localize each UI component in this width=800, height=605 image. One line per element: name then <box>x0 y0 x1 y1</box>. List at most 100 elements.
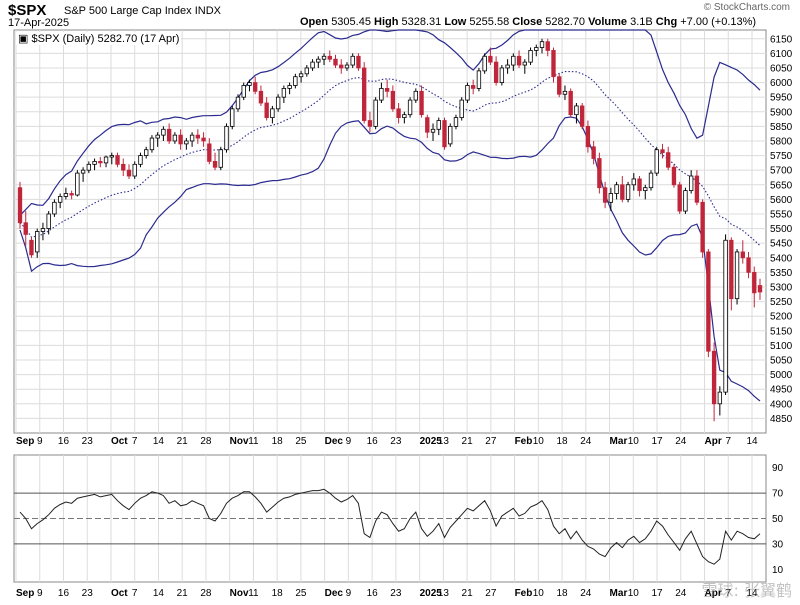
candle-body <box>694 175 700 203</box>
rsi-line <box>19 488 761 565</box>
x-tick-label: 14 <box>746 436 758 447</box>
candle-body <box>407 99 413 116</box>
candle-body <box>350 55 355 66</box>
rsi-x-tick-label: 7 <box>132 588 138 599</box>
candle-body <box>419 90 424 116</box>
x-tick-label: 16 <box>58 436 70 447</box>
candle-body <box>46 213 51 229</box>
candle-body <box>356 55 361 69</box>
candle-body <box>80 169 86 174</box>
candle-body <box>620 184 625 200</box>
price-tick-label: 5600 <box>770 195 793 206</box>
x-tick-label: 23 <box>390 436 402 447</box>
candle-body <box>126 169 132 177</box>
rsi-x-tick-label: 23 <box>390 588 402 599</box>
candle-body <box>534 47 539 51</box>
price-tick-label: 6050 <box>770 63 793 74</box>
x-tick-label: 2025 <box>420 436 443 447</box>
candle-body <box>327 55 332 60</box>
candle-body <box>522 61 527 66</box>
rsi-x-tick-label: 23 <box>82 588 94 599</box>
price-tick-label: 5350 <box>770 268 793 279</box>
x-tick-label: 21 <box>462 436 474 447</box>
x-tick-label: 24 <box>580 436 592 447</box>
candle-body <box>608 193 614 203</box>
chart-legend: ▣ $SPX (Daily) 5282.70 (17 Apr) <box>16 32 182 45</box>
candle-body <box>316 58 321 63</box>
candle-body <box>253 82 258 92</box>
candle-body <box>579 105 585 127</box>
volume-label: Volume <box>588 16 628 28</box>
candle-body <box>29 239 34 256</box>
rsi-x-tick-label: 14 <box>746 588 758 599</box>
candle-body <box>172 134 178 142</box>
candle-body <box>557 76 562 95</box>
candle-body <box>602 187 608 203</box>
candle-body <box>287 85 292 89</box>
price-tick-label: 5200 <box>770 312 793 323</box>
brand-label: © StockCharts.com <box>703 2 790 13</box>
high-value: 5328.31 <box>401 16 442 28</box>
rsi-x-tick-label: 9 <box>346 588 352 599</box>
rsi-x-tick-label: 27 <box>485 588 497 599</box>
change-value: +7.00 (+0.13%) <box>680 16 757 28</box>
price-tick-label: 6100 <box>770 49 793 60</box>
candle-body <box>562 90 568 95</box>
candle-body <box>677 184 682 212</box>
open-label: Open <box>300 16 329 28</box>
price-tick-label: 5800 <box>770 136 793 147</box>
candle-body <box>155 134 160 139</box>
candle-body <box>585 125 591 148</box>
candle-body <box>298 73 304 78</box>
candle-body <box>625 184 631 200</box>
x-tick-label: 28 <box>200 436 212 447</box>
candle-body <box>230 108 235 127</box>
candle-body <box>396 108 401 119</box>
candle-body <box>17 187 23 224</box>
candle-body <box>384 88 390 92</box>
rsi-x-tick-label: 18 <box>272 588 284 599</box>
candle-body <box>614 184 619 194</box>
x-tick-label: 9 <box>37 436 43 447</box>
rsi-x-tick-label: 25 <box>295 588 307 599</box>
candle-body <box>161 128 166 136</box>
rsi-x-tick-label: 14 <box>153 588 165 599</box>
price-tick-label: 6000 <box>770 78 793 89</box>
candle-body <box>436 120 441 130</box>
candle-body <box>631 178 636 186</box>
price-tick-label: 6150 <box>770 34 793 45</box>
price-tick-label: 4950 <box>770 385 793 396</box>
price-tick-label: 5950 <box>770 93 793 104</box>
x-tick-label: Sep <box>16 436 34 447</box>
rsi-x-tick-label: Dec <box>325 588 344 599</box>
candle-body <box>482 55 487 72</box>
candle-body <box>574 105 579 116</box>
candle-body <box>505 64 510 69</box>
candle-body <box>516 55 522 66</box>
candle-body <box>700 201 705 253</box>
x-tick-label: 11 <box>248 436 259 447</box>
close-value: 5282.70 <box>545 16 586 28</box>
price-tick-label: 5700 <box>770 166 793 177</box>
candle-body <box>373 99 378 127</box>
price-tick-label: 5750 <box>770 151 793 162</box>
price-tick-label: 5500 <box>770 224 793 235</box>
high-label: High <box>374 16 399 28</box>
rsi-x-tick-label: 18 <box>557 588 569 599</box>
chart-header: $SPX S&P 500 Large Cap Index INDX 17-Apr… <box>0 0 800 30</box>
candle-body <box>344 64 350 69</box>
candle-body <box>304 67 309 75</box>
candle-body <box>711 350 717 405</box>
rsi-x-tick-label: 16 <box>367 588 379 599</box>
symbol-title: $SPX <box>8 2 47 19</box>
candle-body <box>264 102 269 119</box>
candle-body <box>706 251 711 352</box>
price-tick-label: 5400 <box>770 253 793 264</box>
bollinger-upper-band <box>19 29 761 216</box>
price-tick-label: 5450 <box>770 239 793 250</box>
candle-body <box>551 50 556 78</box>
candle-body <box>218 149 223 168</box>
candle-body <box>270 108 275 119</box>
candle-body <box>734 251 740 300</box>
candle-body <box>465 85 470 101</box>
